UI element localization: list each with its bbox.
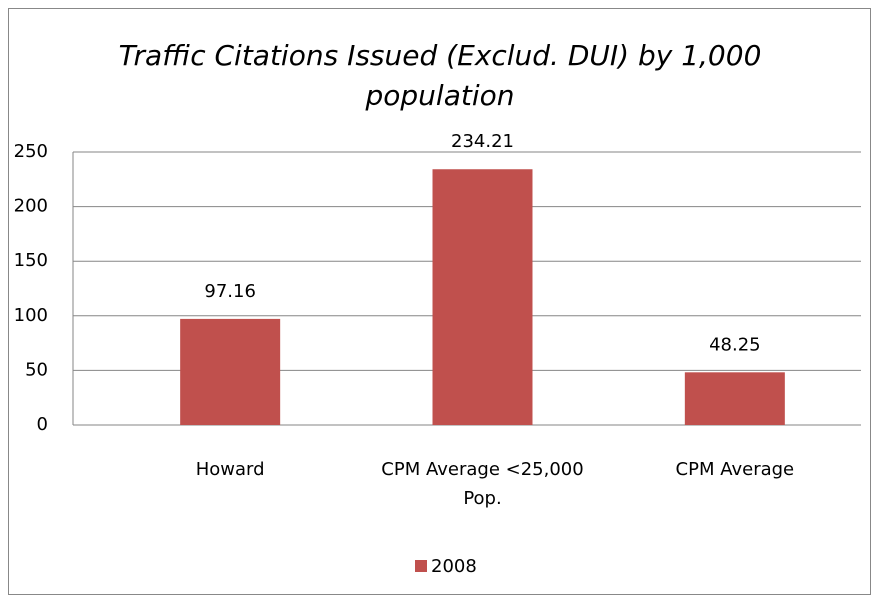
y-tick-label: 200 — [14, 196, 48, 217]
legend-swatch — [415, 560, 427, 572]
bar — [432, 169, 533, 425]
x-tick-label: CPM Average — [675, 459, 795, 480]
data-label: 48.25 — [709, 334, 761, 355]
y-tick-label: 0 — [37, 414, 48, 435]
chart-title: Traffic Citations Issued (Exclud. DUI) b… — [118, 39, 762, 112]
data-label: 234.21 — [451, 131, 514, 152]
x-tick-label: CPM Average <25,000 Pop. — [381, 459, 584, 509]
x-tick-label: Howard — [195, 459, 265, 480]
y-tick-label: 250 — [14, 141, 48, 162]
bar — [180, 318, 281, 425]
y-tick-label: 50 — [25, 359, 48, 380]
bar — [684, 372, 785, 425]
legend-label: 2008 — [431, 556, 477, 577]
y-tick-label: 100 — [14, 305, 48, 326]
data-label: 97.16 — [204, 281, 256, 302]
y-tick-label: 150 — [14, 250, 48, 271]
